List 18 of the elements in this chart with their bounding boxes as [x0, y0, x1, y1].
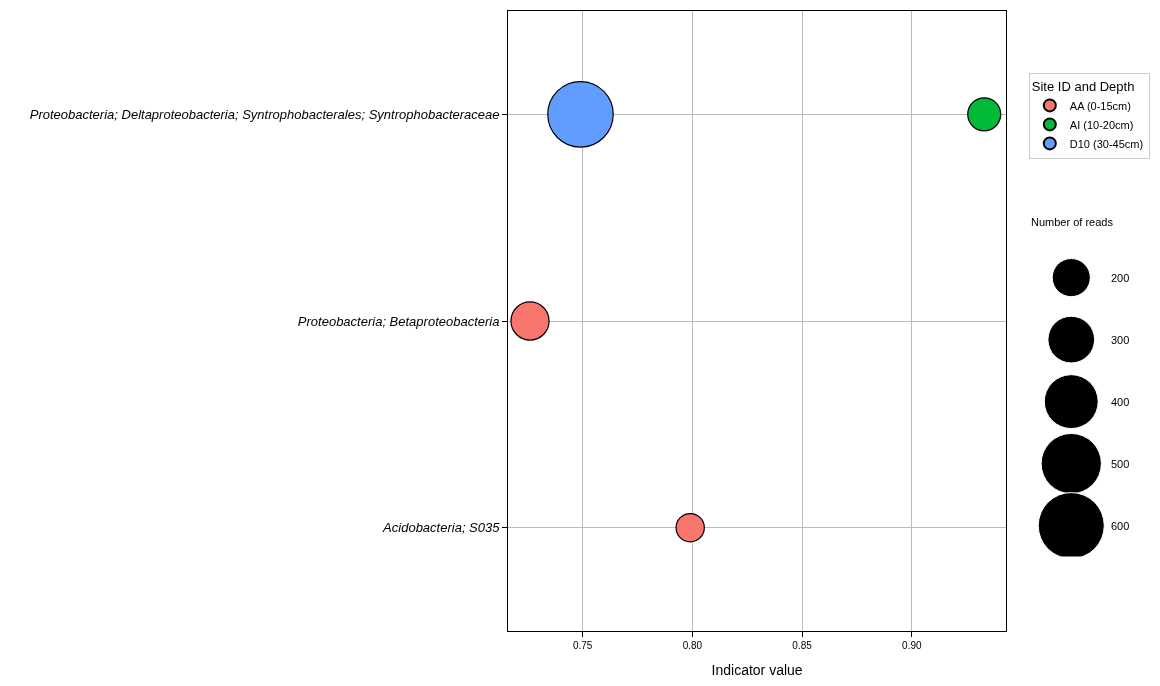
- y-tick-label: Proteobacteria; Betaproteobacteria: [297, 313, 500, 329]
- x-tick-label: 0.90: [902, 640, 922, 651]
- legend-label: 400: [1111, 396, 1130, 408]
- y-tick-label: Acidobacteria; S035: [382, 520, 501, 536]
- x-tick-label: 0.85: [792, 640, 813, 651]
- legend-label: 500: [1111, 458, 1130, 470]
- legend-label: 600: [1111, 520, 1130, 532]
- legend-label: 200: [1111, 272, 1130, 284]
- legend-title: Site ID and Depth: [1031, 78, 1135, 94]
- legend-label: AI (10-20cm): [1069, 118, 1134, 131]
- legend-label: D10 (30-45cm): [1069, 137, 1144, 150]
- x-axis-title: Indicator value: [711, 662, 803, 679]
- x-tick-label: 0.80: [682, 640, 703, 651]
- legend-label: 300: [1111, 334, 1130, 346]
- x-tick-label: 0.75: [572, 640, 593, 651]
- text: Number of reads: [1031, 216, 1114, 228]
- legend-label: AA (0-15cm): [1069, 99, 1131, 112]
- y-tick-label: Proteobacteria; Deltaproteobacteria; Syntrophobacterales; Syntrophobacteraceae: [29, 106, 500, 122]
